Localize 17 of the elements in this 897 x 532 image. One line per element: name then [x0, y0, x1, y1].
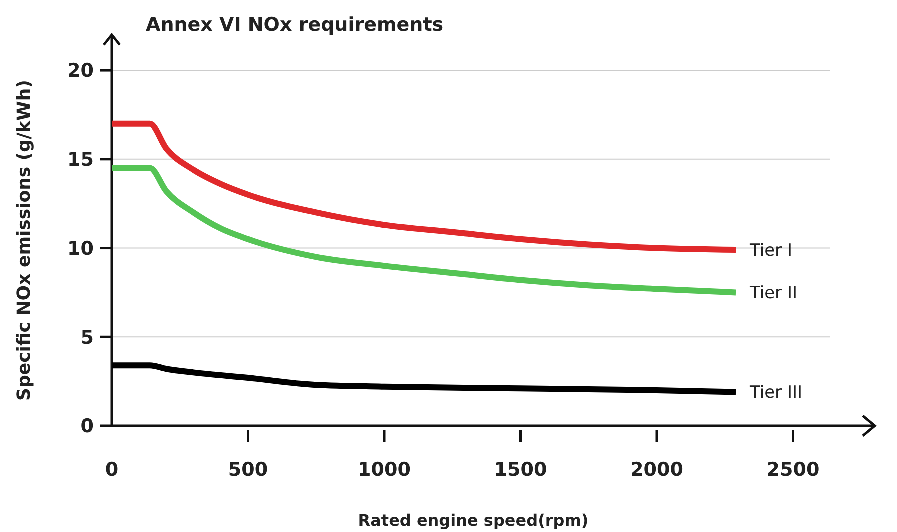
x-tick-label: 2000 — [630, 459, 684, 481]
x-tick-label: 500 — [228, 459, 268, 481]
series-label: Tier III — [749, 383, 803, 404]
x-tick-label: 1500 — [494, 459, 548, 481]
chart-title: Annex VI NOx requirements — [146, 14, 444, 36]
y-tick-label: 20 — [68, 60, 94, 82]
y-tick-label: 5 — [80, 326, 94, 349]
x-axis-title: Rated engine speed(rpm) — [358, 511, 589, 530]
x-tick-label: 0 — [105, 459, 119, 481]
y-tick-label: 10 — [68, 238, 94, 260]
y-tick-label: 0 — [80, 416, 94, 438]
series-label: Tier II — [749, 284, 798, 304]
y-axis-title: Specific NOx emissions (g/kWh) — [14, 80, 35, 401]
x-tick-label: 2500 — [766, 459, 820, 481]
y-tick-label: 15 — [68, 149, 94, 172]
x-tick-label: 1000 — [358, 459, 411, 481]
series-label: Tier I — [749, 241, 792, 262]
